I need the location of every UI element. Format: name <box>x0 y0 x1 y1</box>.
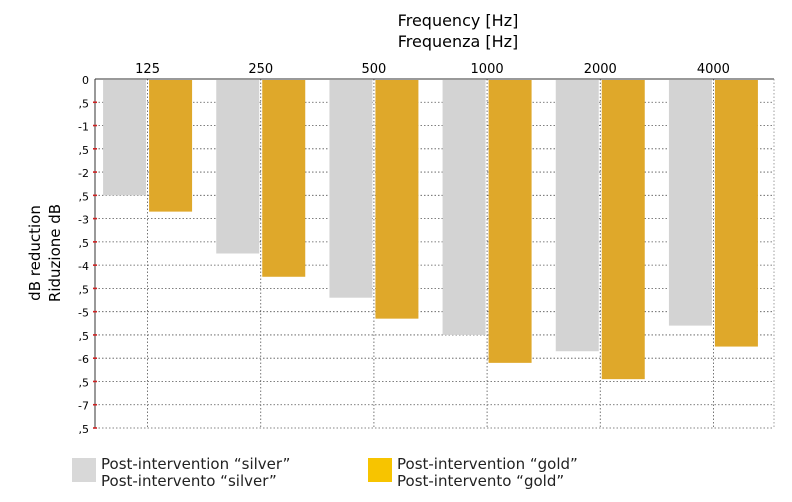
y-tick-label: ,5 <box>79 376 90 389</box>
y-tick-label: -1 <box>78 121 89 134</box>
x-tick-label: 500 <box>362 62 387 77</box>
legend-label-gold-en: Post-intervention “gold” <box>397 455 578 473</box>
y-tick-label: ,5 <box>79 423 90 436</box>
y-axis-label-line-2: Riduzione dB <box>46 204 64 302</box>
x-tick-labels: 125 250 500 1000 2000 4000 <box>135 62 730 77</box>
legend-swatch-gold <box>368 458 392 482</box>
legend-swatch-silver <box>72 458 96 482</box>
x-tick-label: 1000 <box>471 62 504 77</box>
y-tick-label: ,5 <box>79 190 90 203</box>
y-tick-label: ,5 <box>79 237 90 250</box>
bar-chart: Frequency [Hz] Frequenza [Hz] dB reducti… <box>26 11 775 436</box>
legend-item-gold: Post-intervention “gold” Post-intervento… <box>368 456 578 490</box>
bar-silver-4000 <box>668 80 712 326</box>
y-tick-label: ,5 <box>79 283 90 296</box>
bar-silver-250 <box>216 80 260 254</box>
y-axis-label-line-1: dB reduction <box>26 205 44 301</box>
y-tick-label: -6 <box>78 353 89 366</box>
chart-title-line-2: Frequenza [Hz] <box>398 32 519 51</box>
y-tick-label: -5 <box>78 307 89 320</box>
bar-gold-4000 <box>714 80 758 347</box>
legend-label-gold-it: Post-intervento “gold” <box>397 472 565 490</box>
bar-silver-2000 <box>555 80 599 352</box>
bar-gold-125 <box>149 80 193 212</box>
bar-gold-1000 <box>488 80 532 363</box>
legend-label-silver-en: Post-intervention “silver” <box>101 455 291 473</box>
y-tick-labels: 0 ,5 -1 ,5 -2 ,5 -3 ,5 -4 ,5 -5 ,5 -6 ,5 -7 ,5 <box>78 74 97 436</box>
y-tick-label: -3 <box>78 214 89 227</box>
bar-silver-1000 <box>442 80 486 335</box>
y-tick-label: -4 <box>78 260 89 273</box>
y-tick-label: ,5 <box>79 330 90 343</box>
grid <box>94 78 775 429</box>
x-tick-label: 2000 <box>584 62 617 77</box>
bar-gold-2000 <box>601 80 645 380</box>
y-tick-label: ,5 <box>79 144 90 157</box>
y-tick-label: -2 <box>78 167 89 180</box>
y-tick-label: ,5 <box>79 97 90 110</box>
bar-gold-250 <box>262 80 306 277</box>
bar-gold-500 <box>375 80 419 319</box>
chart-title-line-1: Frequency [Hz] <box>398 11 519 30</box>
x-tick-label: 125 <box>135 62 160 77</box>
bar-silver-500 <box>329 80 373 298</box>
bar-silver-125 <box>103 80 147 196</box>
legend-item-silver: Post-intervention “silver” Post-interven… <box>72 456 290 490</box>
x-tick-label: 250 <box>248 62 273 77</box>
y-tick-label: -7 <box>78 400 89 413</box>
y-tick-label: 0 <box>82 74 89 87</box>
x-tick-label: 4000 <box>697 62 730 77</box>
legend-label-silver-it: Post-intervento “silver” <box>101 472 277 490</box>
bars <box>103 80 758 380</box>
